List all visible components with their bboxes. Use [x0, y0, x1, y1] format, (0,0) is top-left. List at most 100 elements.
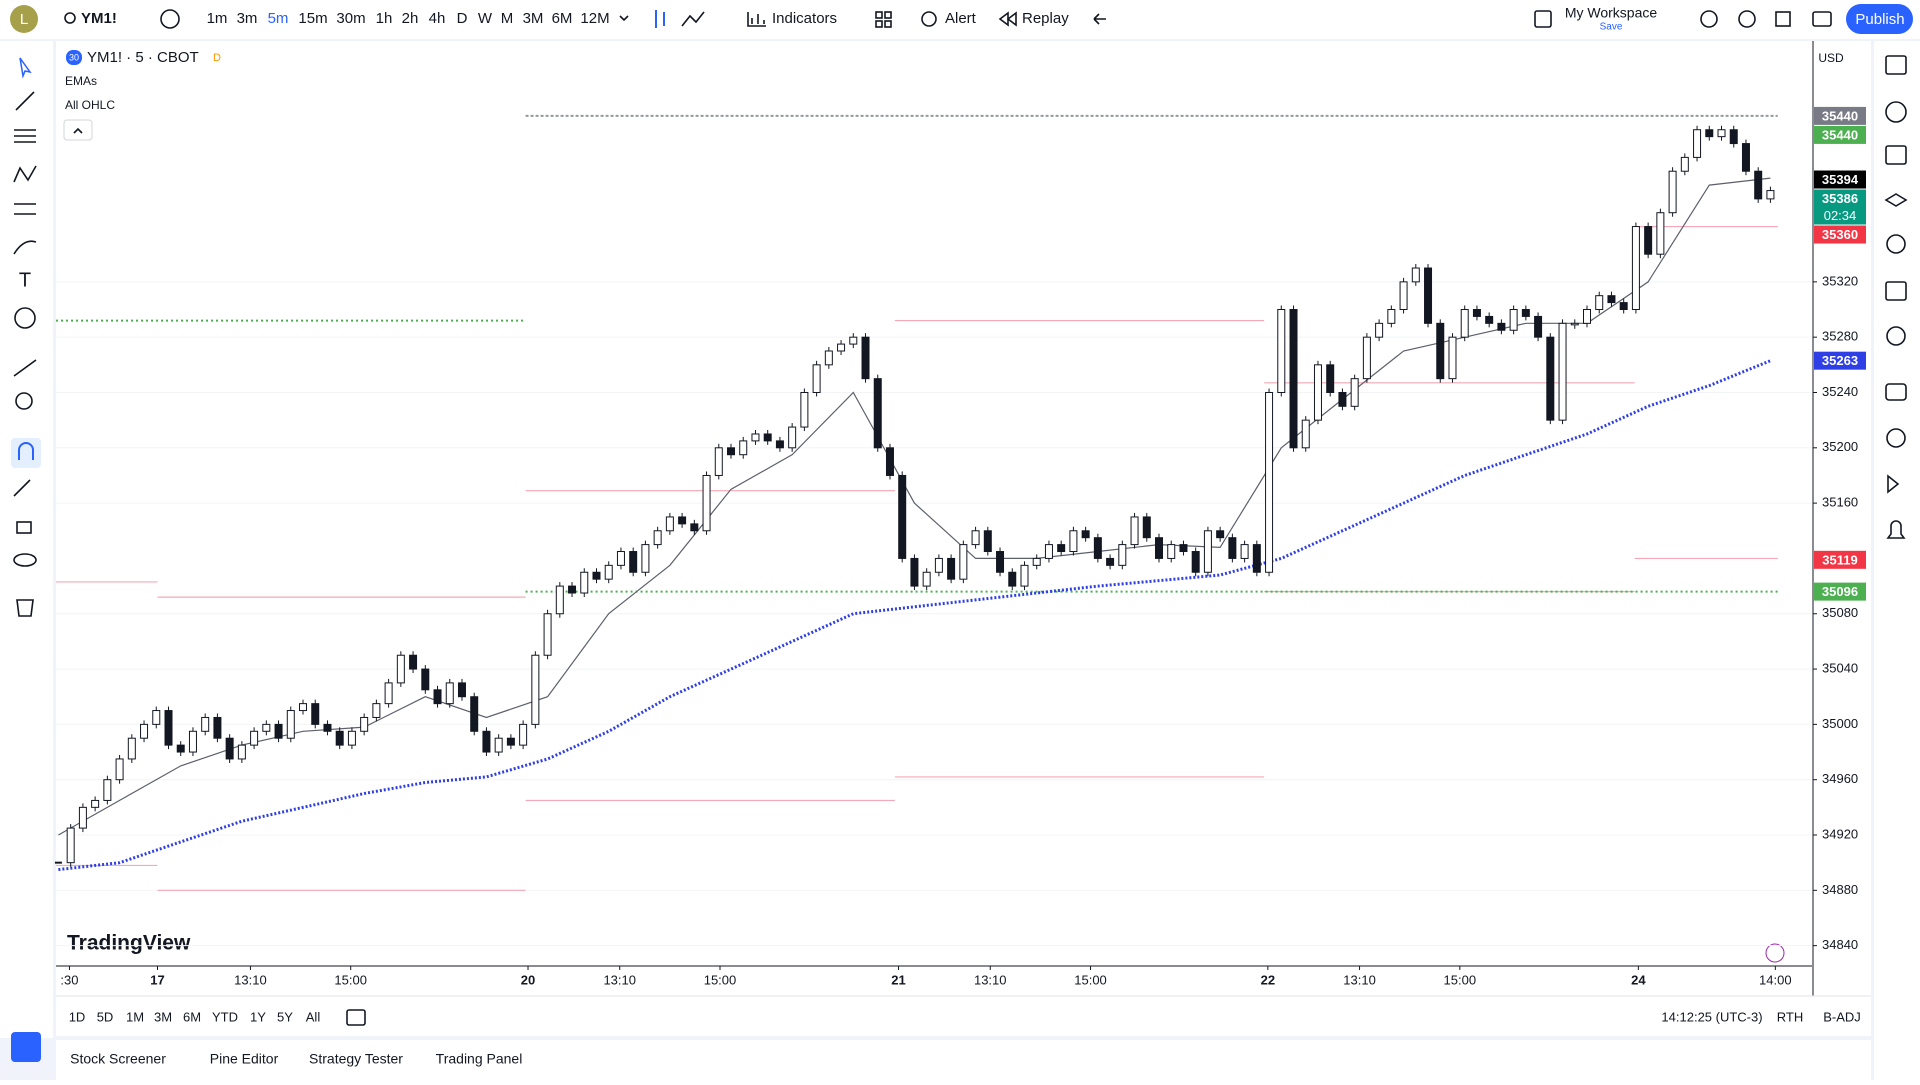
candle	[1362, 336, 1371, 380]
interval[interactable]: D	[457, 10, 468, 27]
interval-menu[interactable]	[619, 15, 629, 22]
compare-button[interactable]	[160, 9, 180, 29]
candle	[616, 551, 625, 566]
workspace-checkbox[interactable]	[1534, 10, 1552, 28]
workspace-name[interactable]: My Workspace	[1565, 5, 1658, 21]
indicators-icon	[747, 12, 766, 27]
range[interactable]: 1M	[126, 1009, 144, 1024]
lock-tool[interactable]	[16, 521, 32, 534]
tab[interactable]: Stock Screener	[70, 1051, 166, 1067]
range[interactable]: YTD	[212, 1009, 238, 1024]
pattern-tool[interactable]	[13, 165, 37, 183]
delete-tool[interactable]	[16, 599, 34, 617]
alert-button[interactable]: Alert	[945, 10, 977, 27]
interval[interactable]: W	[478, 10, 493, 27]
adjustment[interactable]: B-ADJ	[1823, 1009, 1861, 1024]
hide-tool[interactable]	[13, 553, 37, 567]
candle	[1460, 309, 1469, 338]
events-icon[interactable]	[1765, 943, 1785, 963]
magnet-tool[interactable]	[11, 438, 41, 468]
text-tool[interactable]: T	[19, 269, 31, 291]
range[interactable]: 1Y	[250, 1009, 266, 1024]
tab[interactable]: Trading Panel	[436, 1051, 523, 1067]
publish-button[interactable]	[1846, 4, 1913, 34]
goto-date[interactable]	[346, 1009, 366, 1026]
currency[interactable]: USD	[1818, 51, 1844, 65]
interval[interactable]: M	[501, 10, 514, 27]
avatar[interactable]	[10, 5, 38, 33]
range[interactable]: 1D	[69, 1009, 86, 1024]
interval[interactable]: 3M	[523, 10, 544, 27]
calendar-button[interactable]	[1885, 281, 1907, 301]
notifications-button[interactable]	[1886, 520, 1906, 539]
interval[interactable]: 2h	[402, 10, 419, 27]
symbol-search[interactable]: YM1!	[81, 10, 117, 27]
line-type-button[interactable]	[681, 11, 705, 27]
price-badge-label: 35360	[1822, 227, 1858, 242]
range[interactable]: 5D	[97, 1009, 114, 1024]
fullscreen-button[interactable]	[1775, 11, 1791, 27]
interval[interactable]: 6M	[552, 10, 573, 27]
trend-line-tool[interactable]	[15, 91, 35, 111]
ideas-button[interactable]	[1886, 326, 1906, 346]
candle	[947, 557, 956, 580]
interval[interactable]: 15m	[298, 10, 327, 27]
cursor-tool[interactable]	[19, 57, 32, 79]
candle	[959, 544, 968, 580]
x-tick-label: 13:10	[603, 972, 636, 987]
widget-bar	[1884, 55, 1908, 539]
legend-study[interactable]: EMAs	[65, 74, 97, 88]
layers-button[interactable]	[1884, 193, 1908, 207]
interval-active[interactable]: 5m	[268, 10, 289, 27]
hotlist-button[interactable]	[1886, 234, 1906, 254]
alerts-button[interactable]	[1885, 101, 1907, 123]
zoom-tool[interactable]	[15, 392, 33, 410]
workspace-save[interactable]: Save	[1600, 22, 1623, 33]
replay-button[interactable]: Replay	[1022, 10, 1069, 27]
brush-tool[interactable]	[13, 240, 37, 255]
candle	[299, 703, 308, 712]
legend-study[interactable]: All OHLC	[65, 98, 115, 112]
candle	[1595, 295, 1604, 311]
streams-button[interactable]	[1886, 428, 1906, 448]
interval[interactable]: 30m	[336, 10, 365, 27]
undo-button[interactable]	[1093, 13, 1106, 25]
candle	[702, 474, 711, 532]
range[interactable]: 5Y	[277, 1009, 293, 1024]
measure-tool[interactable]	[13, 359, 37, 377]
settings-button[interactable]	[1738, 10, 1756, 28]
snapshot-button[interactable]	[1812, 11, 1832, 27]
interval[interactable]: 4h	[429, 10, 446, 27]
range[interactable]: 6M	[183, 1009, 201, 1024]
favorites-button[interactable]	[11, 1032, 41, 1062]
range[interactable]: All	[306, 1009, 321, 1024]
chart-type-button[interactable]	[655, 10, 665, 28]
interval[interactable]: 1m	[207, 10, 228, 27]
y-tick-label: 35280	[1822, 329, 1858, 344]
chats-button[interactable]	[1885, 383, 1907, 401]
fib-tool[interactable]	[14, 129, 36, 143]
projection-tool[interactable]	[14, 203, 36, 215]
range[interactable]: 3M	[154, 1009, 172, 1024]
interval[interactable]: 3m	[237, 10, 258, 27]
tab[interactable]: Pine Editor	[210, 1051, 279, 1067]
candle	[1754, 170, 1763, 200]
clock[interactable]: 14:12:25 (UTC-3)	[1661, 1009, 1762, 1024]
candle	[934, 557, 943, 573]
interval[interactable]: 12M	[580, 10, 609, 27]
x-tick-label: 13:10	[974, 972, 1007, 987]
quick-search[interactable]	[1700, 10, 1718, 28]
watchlist-button[interactable]	[1885, 55, 1907, 75]
playback-button[interactable]	[1887, 474, 1900, 494]
interval[interactable]: 1h	[376, 10, 393, 27]
icon-tool[interactable]	[14, 307, 36, 329]
stay-drawing-tool[interactable]	[13, 479, 31, 497]
candle	[1203, 530, 1212, 573]
session[interactable]: RTH	[1777, 1009, 1803, 1024]
layout-button[interactable]	[875, 11, 883, 19]
candle	[1106, 557, 1115, 566]
indicators-button[interactable]: Indicators	[772, 10, 837, 27]
legend-symbol[interactable]: YM1! · 5 · CBOT	[87, 49, 199, 66]
object-tree-button[interactable]	[1885, 145, 1907, 165]
tab[interactable]: Strategy Tester	[309, 1051, 403, 1067]
